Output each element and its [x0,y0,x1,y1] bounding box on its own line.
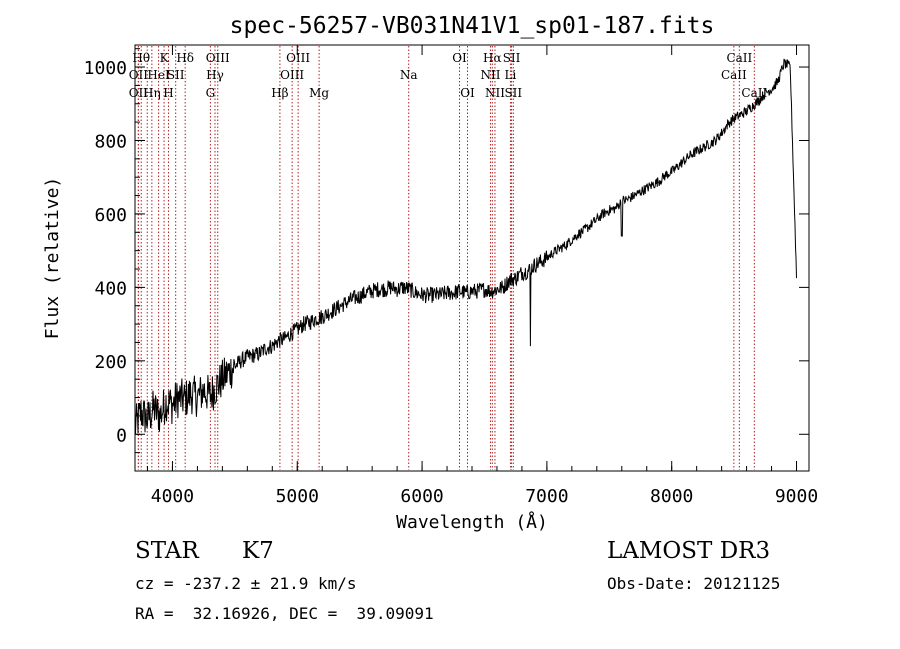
y-tick-label: 400 [94,278,127,299]
x-tick-label: 8000 [650,486,693,507]
line-label: OII [129,86,149,100]
spectral-line-markers [137,46,755,470]
line-label: OII [129,68,149,82]
line-label: OI [460,86,475,100]
y-tick-label: 600 [94,205,127,226]
line-label: Hα [483,51,502,65]
line-label: Hγ [206,68,224,82]
line-label: SII [167,68,185,82]
line-label: SII [504,86,522,100]
y-tick-label: 1000 [84,58,127,79]
y-tick-label: 200 [94,352,127,373]
line-label: HeI [147,68,170,82]
line-label: Li [505,68,517,82]
star-subclass: K7 [242,538,274,564]
line-label: NII [485,86,505,100]
line-label: OI [452,51,467,65]
line-label: CaII [726,51,752,65]
x-tick-label: 4000 [151,486,194,507]
line-label: SII [503,51,521,65]
line-label: Mg [309,86,329,100]
x-axis-label: Wavelength (Å) [396,511,548,533]
line-label: Hη [143,86,161,100]
line-label: NII [480,68,500,82]
chart-title: spec-56257-VB031N41V1_sp01-187.fits [230,13,715,39]
line-label: K [160,51,170,65]
x-tick-label: 7000 [525,486,568,507]
line-label: OIII [280,68,304,82]
spectral-line-labels: HθOIIOIIHηHeIKHSIIHδGHγOIIIHβOIIIOIIIMgN… [129,51,768,100]
plot-frame [134,44,810,472]
line-label: G [206,86,216,100]
spectrum-line [134,58,797,434]
x-tick-label: 5000 [276,486,319,507]
redshift-velocity: cz = -237.2 ± 21.9 km/s [135,574,357,593]
line-label: Hβ [271,86,288,100]
y-axis: 0 200 400 600 800 1000 [84,48,809,454]
y-axis-label: Flux (relative) [42,177,63,340]
line-label: Hδ [176,51,194,65]
line-label: Na [400,68,418,82]
x-axis: 4000 5000 6000 7000 8000 9000 [146,45,818,507]
observation-date: Obs-Date: 20121125 [607,574,781,593]
line-label: Hθ [132,51,150,65]
coordinates: RA = 32.16926, DEC = 39.09091 [135,604,434,623]
x-tick-label: 6000 [400,486,443,507]
line-label: H [163,86,173,100]
star-class: STAR [135,538,199,564]
spectrum-series [134,58,797,434]
line-label: OIII [286,51,310,65]
survey-name: LAMOST DR3 [607,538,771,564]
x-tick-label: 9000 [775,486,818,507]
y-tick-label: 800 [94,131,127,152]
y-tick-label: 0 [116,425,127,446]
line-label: CaII [721,68,747,82]
line-label: OIII [206,51,230,65]
